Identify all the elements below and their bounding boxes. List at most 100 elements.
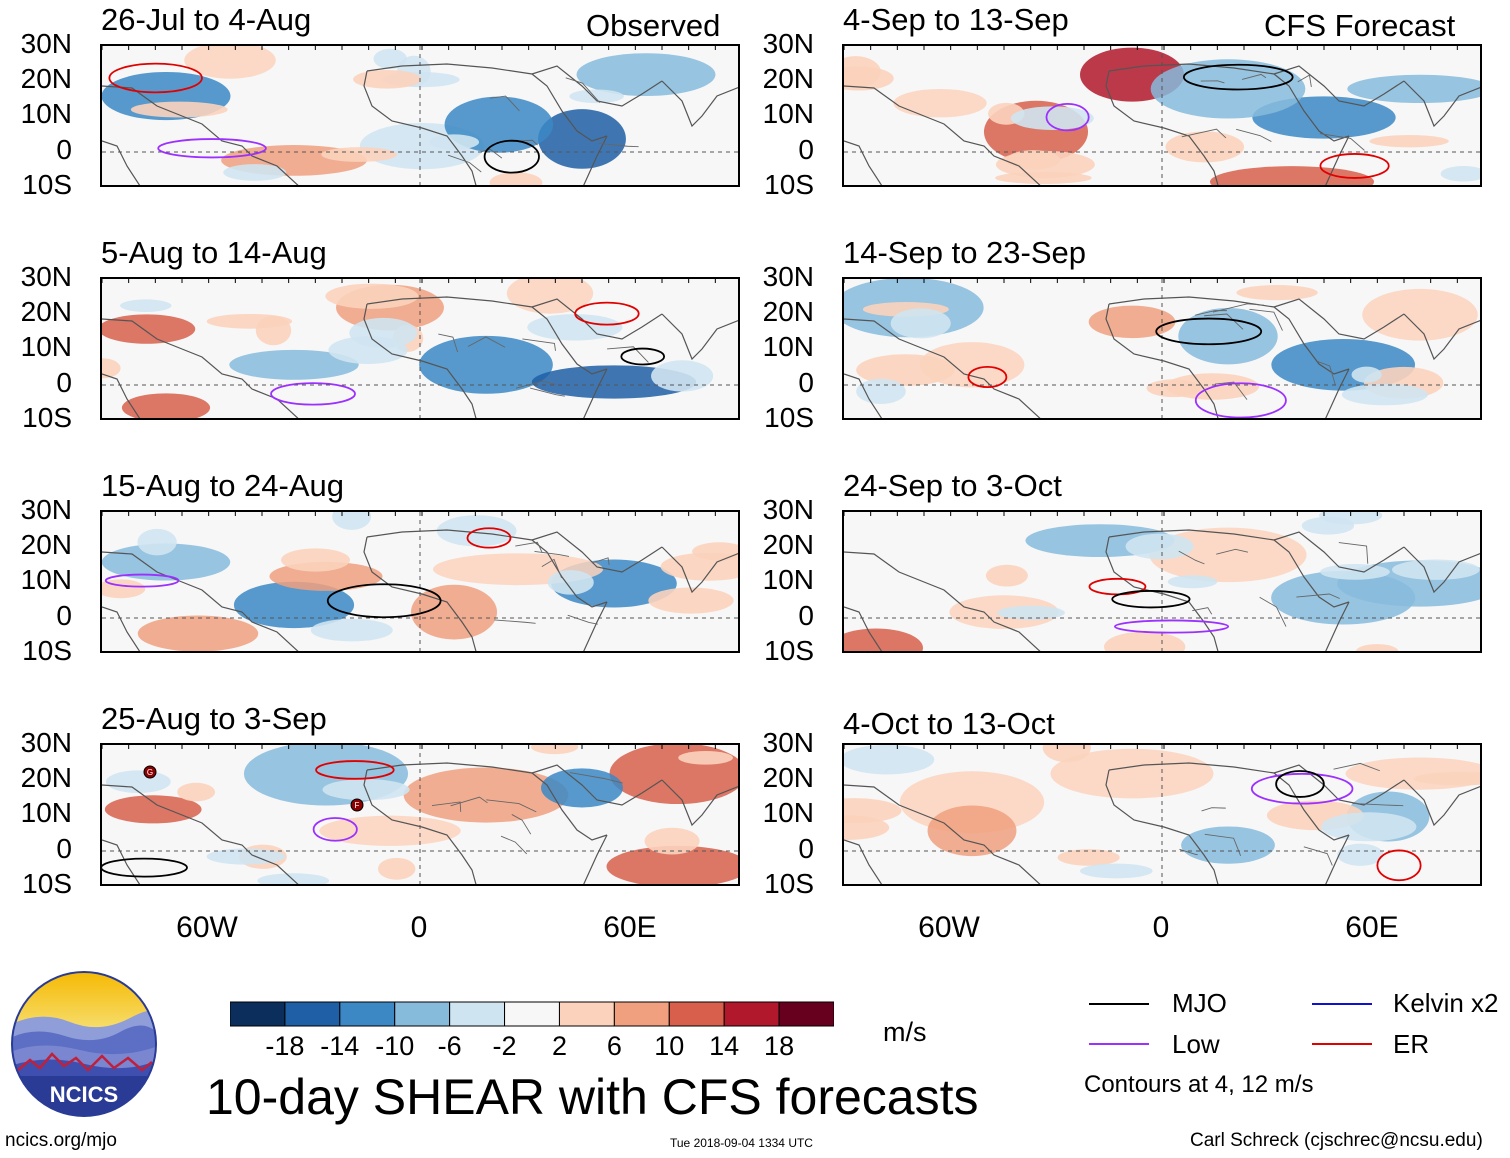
wave-contour xyxy=(1045,103,1090,132)
country-border xyxy=(569,772,623,784)
shear-anomaly-blob xyxy=(1440,166,1480,182)
lat-label: 10S xyxy=(22,402,72,433)
coastline xyxy=(1403,80,1480,128)
shear-anomaly-blob xyxy=(1050,748,1214,799)
coastline xyxy=(1273,65,1405,107)
coastline xyxy=(583,601,608,651)
coastline xyxy=(102,85,299,185)
coastline xyxy=(1105,536,1219,651)
country-border xyxy=(1204,313,1244,330)
colorbar-tick-label: -10 xyxy=(375,1031,415,1061)
coastline xyxy=(661,80,738,128)
lat-label: 20N xyxy=(762,529,814,560)
shear-anomaly-blob xyxy=(576,53,716,96)
coastline xyxy=(363,70,477,185)
map-panel-8 xyxy=(842,743,1482,886)
wave-contour xyxy=(157,138,267,159)
shear-anomaly-blob xyxy=(1057,849,1120,866)
colorbar-box xyxy=(778,1001,834,1027)
colorbar-box xyxy=(339,1001,396,1027)
wave-contour xyxy=(1155,317,1263,346)
lat-label: 10S xyxy=(764,169,814,200)
colorbar-box xyxy=(504,1001,560,1027)
colorbar-tick-label: 6 xyxy=(606,1031,622,1061)
shear-anomaly-blob xyxy=(1165,131,1245,163)
country-border xyxy=(515,380,557,389)
panel-title-2: 5-Aug to 14-Aug xyxy=(101,235,327,270)
colorbar-tick-label: -14 xyxy=(320,1031,360,1061)
shear-anomaly-blob xyxy=(184,46,276,79)
legend-er-line xyxy=(1312,1043,1372,1045)
shear-anomaly-blob xyxy=(1104,631,1186,651)
shear-anomaly-blob xyxy=(377,857,416,880)
shear-anomaly-blob xyxy=(373,48,407,70)
wave-contour xyxy=(326,583,442,619)
country-border xyxy=(467,336,506,348)
country-border xyxy=(1319,133,1365,151)
ncics-logo: NCICS xyxy=(10,970,158,1118)
shear-anomaly-blob xyxy=(644,827,700,855)
shear-anomaly-blob xyxy=(1125,533,1194,560)
shear-anomaly-blob xyxy=(104,795,202,824)
map-panel-2 xyxy=(100,277,740,420)
country-border xyxy=(486,799,537,813)
country-border xyxy=(1181,128,1227,139)
coastline xyxy=(1105,303,1219,418)
coastline xyxy=(1105,769,1219,884)
country-border xyxy=(1317,360,1336,385)
shear-anomaly-blob xyxy=(1301,516,1355,535)
coastline xyxy=(1273,531,1405,573)
shear-anomaly-blob xyxy=(281,548,351,572)
storm-marker-label: G xyxy=(147,768,153,777)
country-border xyxy=(1297,74,1312,88)
shear-anomaly-blob xyxy=(102,543,231,581)
footer-credit: Carl Schreck (cjschrec@ncsu.edu) xyxy=(1190,1130,1483,1151)
legend-mjo-label: MJO xyxy=(1172,988,1227,1018)
shear-anomaly-blob xyxy=(332,512,372,530)
shear-anomaly-blob xyxy=(403,767,569,823)
shear-anomaly-blob xyxy=(233,581,355,629)
wave-contour xyxy=(104,573,180,588)
lat-label: 0 xyxy=(56,367,72,398)
coastline xyxy=(844,839,883,884)
coastline xyxy=(366,63,608,142)
wave-contour xyxy=(1114,619,1230,634)
coastline xyxy=(1108,63,1350,142)
shear-anomaly-blob xyxy=(130,101,228,118)
colorbar-box xyxy=(723,1001,780,1027)
shear-anomaly-blob xyxy=(844,66,894,91)
lat-label: 20N xyxy=(762,296,814,327)
shear-anomaly-blob xyxy=(927,805,1017,857)
shear-anomaly-blob xyxy=(177,782,216,802)
legend-low-line xyxy=(1089,1043,1149,1045)
coastline xyxy=(366,762,608,841)
colorbar-box xyxy=(394,1001,451,1027)
coastline xyxy=(102,784,299,884)
coastline xyxy=(1108,529,1350,608)
lat-label: 20N xyxy=(762,762,814,793)
shear-anomaly-blob xyxy=(121,393,211,418)
shear-anomaly-blob xyxy=(325,283,419,309)
lat-label: 0 xyxy=(798,367,814,398)
country-border xyxy=(490,95,520,112)
shear-anomaly-blob xyxy=(229,349,359,380)
wave-contour xyxy=(1182,63,1294,91)
country-border xyxy=(607,346,649,363)
wave-contour xyxy=(315,760,395,780)
shear-anomaly-blob xyxy=(569,89,624,104)
coastline xyxy=(102,606,141,651)
country-border xyxy=(431,801,462,812)
coastline xyxy=(844,373,883,418)
shear-anomaly-blob xyxy=(1209,166,1375,185)
lon-label-0-left: 0 xyxy=(410,911,428,944)
lat-label: 10S xyxy=(22,635,72,666)
shear-anomaly-blob xyxy=(856,354,955,386)
country-border xyxy=(1200,80,1225,84)
wave-contour xyxy=(270,382,356,406)
shear-anomaly-blob xyxy=(1355,644,1399,651)
coastline xyxy=(583,834,608,884)
country-border xyxy=(522,338,556,351)
coastline xyxy=(363,536,477,651)
shear-anomaly-blob xyxy=(995,150,1095,179)
lat-label: 30N xyxy=(20,261,72,292)
